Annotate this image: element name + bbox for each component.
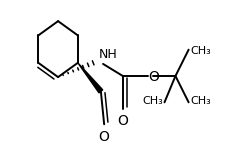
Text: O: O <box>117 114 128 128</box>
Text: CH₃: CH₃ <box>143 96 164 106</box>
Text: NH: NH <box>99 48 117 61</box>
Text: O: O <box>148 70 159 84</box>
Text: CH₃: CH₃ <box>190 96 211 106</box>
Polygon shape <box>78 63 103 93</box>
Text: CH₃: CH₃ <box>190 46 211 56</box>
Text: O: O <box>99 130 110 144</box>
